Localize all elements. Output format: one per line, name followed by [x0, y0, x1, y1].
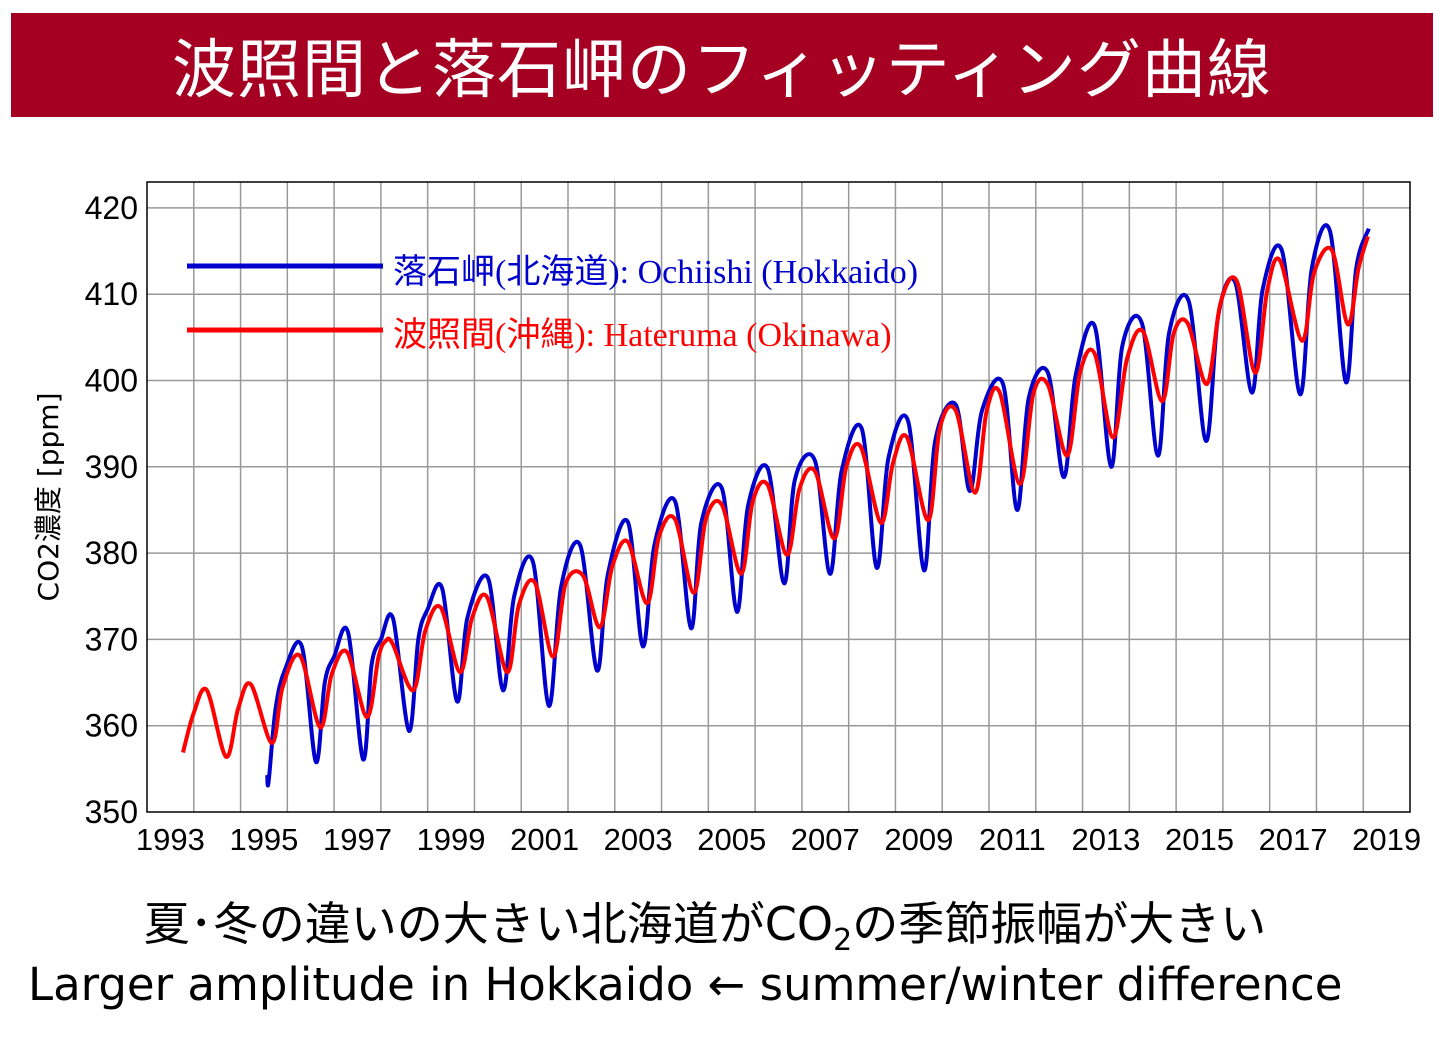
- series-lines: [181, 223, 1371, 788]
- caption-jp-part1: 夏･冬の違いの大きい北海道がCO: [143, 897, 834, 951]
- y-tick-label: 420: [85, 190, 138, 226]
- x-tick-label: 2007: [791, 822, 860, 857]
- x-tick-label: 2017: [1259, 822, 1328, 857]
- caption-jp-subscript: 2: [833, 923, 853, 958]
- caption-english: Larger amplitude in Hokkaido ← summer/wi…: [28, 958, 1343, 1011]
- y-tick-label: 390: [85, 449, 138, 485]
- x-tick-label: 1993: [136, 822, 205, 857]
- plot-frame: [146, 181, 1411, 813]
- y-tick-label: 370: [85, 621, 138, 657]
- page-title: 波照間と落石岬のフィッティング曲線: [172, 34, 1272, 108]
- x-tick-label: 2003: [604, 822, 673, 857]
- x-tick-label: 2005: [697, 822, 766, 857]
- y-tick-label: 410: [85, 276, 138, 312]
- x-tick-label: 1995: [229, 822, 298, 857]
- tick-labels: 350 360 370 380 390 400 410 420 1993 1995 1997 1999…: [85, 190, 1421, 857]
- x-tick-label: 2011: [979, 822, 1046, 857]
- x-tick-label: 2001: [510, 822, 579, 857]
- x-tick-label: 2019: [1352, 822, 1421, 857]
- title-banner: 波照間と落石岬のフィッティング曲線: [11, 13, 1433, 117]
- legend-label-hateruma: 波照間(沖縄): Hateruma (Okinawa): [393, 316, 892, 354]
- y-axis-label: CO2濃度 [ppm]: [32, 393, 65, 602]
- y-tick-label: 380: [85, 535, 138, 571]
- series-line-ochiishi: [265, 223, 1371, 788]
- x-tick-label: 2015: [1165, 822, 1234, 857]
- y-tick-label: 400: [85, 362, 138, 398]
- x-tick-label: 1999: [417, 822, 486, 857]
- x-tick-label: 2009: [884, 822, 953, 857]
- x-tick-label: 1997: [323, 822, 392, 857]
- x-tick-label: 2013: [1071, 822, 1140, 857]
- y-tick-label: 360: [85, 708, 138, 744]
- legend: 落石岬(北海道): Ochiishi (Hokkaido) 波照間(沖縄): H…: [187, 253, 918, 354]
- legend-label-ochiishi: 落石岬(北海道): Ochiishi (Hokkaido): [393, 253, 918, 291]
- y-tick-label: 350: [85, 794, 138, 830]
- caption-japanese: 夏･冬の違いの大きい北海道がCO2の季節振幅が大きい: [0, 888, 1410, 958]
- caption-jp-part2: の季節振幅が大きい: [852, 897, 1267, 951]
- series-line-hateruma: [181, 235, 1370, 759]
